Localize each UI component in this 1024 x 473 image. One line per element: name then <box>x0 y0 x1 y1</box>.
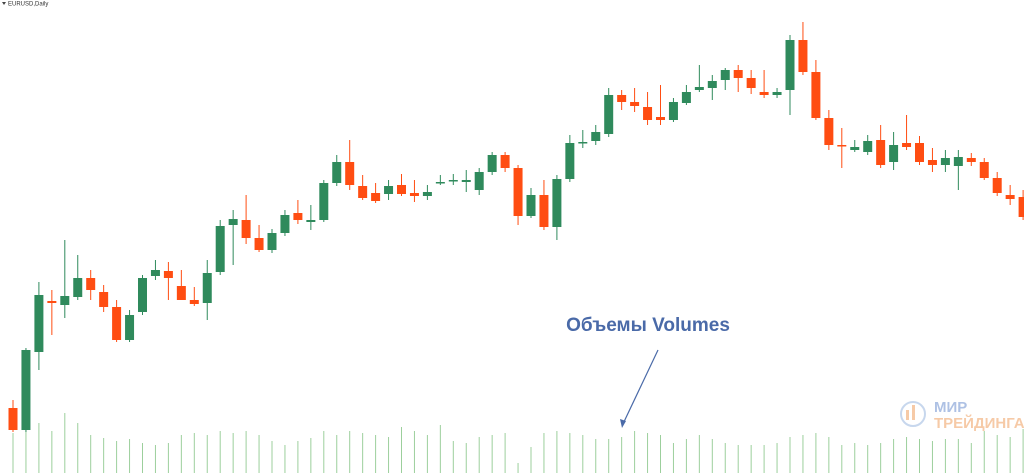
volume-layer <box>12 413 1024 473</box>
candle-body <box>241 220 251 238</box>
candle-body <box>150 270 160 276</box>
candle-body <box>73 278 83 297</box>
candle-body <box>254 238 264 250</box>
candle-body <box>267 233 277 250</box>
candle-body <box>358 186 368 198</box>
watermark: МИР ТРЕЙДИНГА <box>900 399 1024 432</box>
candle-body <box>940 158 950 165</box>
watermark-icon <box>900 401 926 427</box>
candle-body <box>798 40 808 72</box>
candle-body <box>656 117 665 120</box>
candle-body <box>694 87 704 90</box>
candle-body <box>1018 197 1024 217</box>
candle-body <box>228 219 238 225</box>
candle-body <box>902 143 912 147</box>
candle-body <box>889 145 899 162</box>
candle-body <box>552 179 562 227</box>
candle-body <box>850 147 860 150</box>
candle-body <box>1005 195 1015 199</box>
candle-body <box>306 220 316 222</box>
candle-body <box>422 192 432 196</box>
candle-body <box>409 193 419 196</box>
candle-body <box>474 172 484 190</box>
candle-body <box>34 295 44 352</box>
candle-body <box>966 158 976 162</box>
arrow-head <box>620 419 626 428</box>
candle-body <box>461 180 471 182</box>
annotation: Объемы Volumes <box>566 315 730 336</box>
candle-body <box>138 278 147 312</box>
candle-body <box>863 141 873 152</box>
candle-body <box>345 162 355 185</box>
candle-body <box>772 92 782 95</box>
candle-body <box>176 286 186 300</box>
candle-body <box>8 408 18 430</box>
annotation-arrow <box>621 349 659 427</box>
candle-body <box>811 72 821 118</box>
candle-body <box>189 300 199 304</box>
candle-body <box>746 78 756 88</box>
candle-body <box>643 107 653 120</box>
candle-body <box>668 102 678 120</box>
symbol-label: EURUSD,Daily <box>8 2 48 8</box>
candle-body <box>539 195 549 227</box>
candle-body <box>733 70 743 78</box>
candle-body <box>47 301 57 303</box>
watermark-icon <box>912 405 915 420</box>
candle-body <box>280 215 290 233</box>
candle-body <box>526 195 536 216</box>
candle-body <box>707 81 717 88</box>
candle-body <box>215 226 225 272</box>
candle-body <box>319 183 329 220</box>
candle-body <box>500 155 510 168</box>
candle-body <box>487 155 497 172</box>
candle-body <box>630 102 640 106</box>
candle-body <box>435 182 445 184</box>
candle-body <box>397 185 406 194</box>
candle-body <box>332 162 342 183</box>
watermark-icon <box>906 410 909 420</box>
watermark-text: ТРЕЙДИНГА <box>934 414 1024 432</box>
candle-body <box>578 142 588 144</box>
candle-body <box>202 273 212 303</box>
candle-body <box>513 168 523 216</box>
candle-body <box>953 157 963 166</box>
candle-body <box>604 95 614 134</box>
candle-body <box>86 278 96 290</box>
candle-body <box>720 70 730 80</box>
candle-body <box>915 143 924 162</box>
candle-body <box>759 92 769 95</box>
candle-body <box>125 315 135 340</box>
candle-body <box>293 213 303 220</box>
candle-body <box>163 271 173 278</box>
symbol-arrow <box>2 2 6 5</box>
candle-body <box>99 292 109 307</box>
candle-body <box>448 180 458 182</box>
candle-body <box>837 145 847 147</box>
candle-body <box>927 160 937 165</box>
candle-layer <box>8 22 1024 432</box>
candle-body <box>979 162 989 178</box>
candle-body <box>992 178 1002 193</box>
candle-body <box>21 350 31 430</box>
candle-body <box>591 132 601 141</box>
candle-body <box>60 296 70 305</box>
candle-body <box>565 143 575 179</box>
candle-body <box>384 186 394 194</box>
candle-body <box>876 140 886 165</box>
candle-body <box>617 95 627 102</box>
candle-body <box>371 193 381 201</box>
candle-body <box>112 307 122 340</box>
watermark-text: МИР <box>934 399 967 416</box>
candle-body <box>681 92 691 103</box>
candle-body <box>824 118 834 145</box>
candle-body <box>785 40 795 90</box>
